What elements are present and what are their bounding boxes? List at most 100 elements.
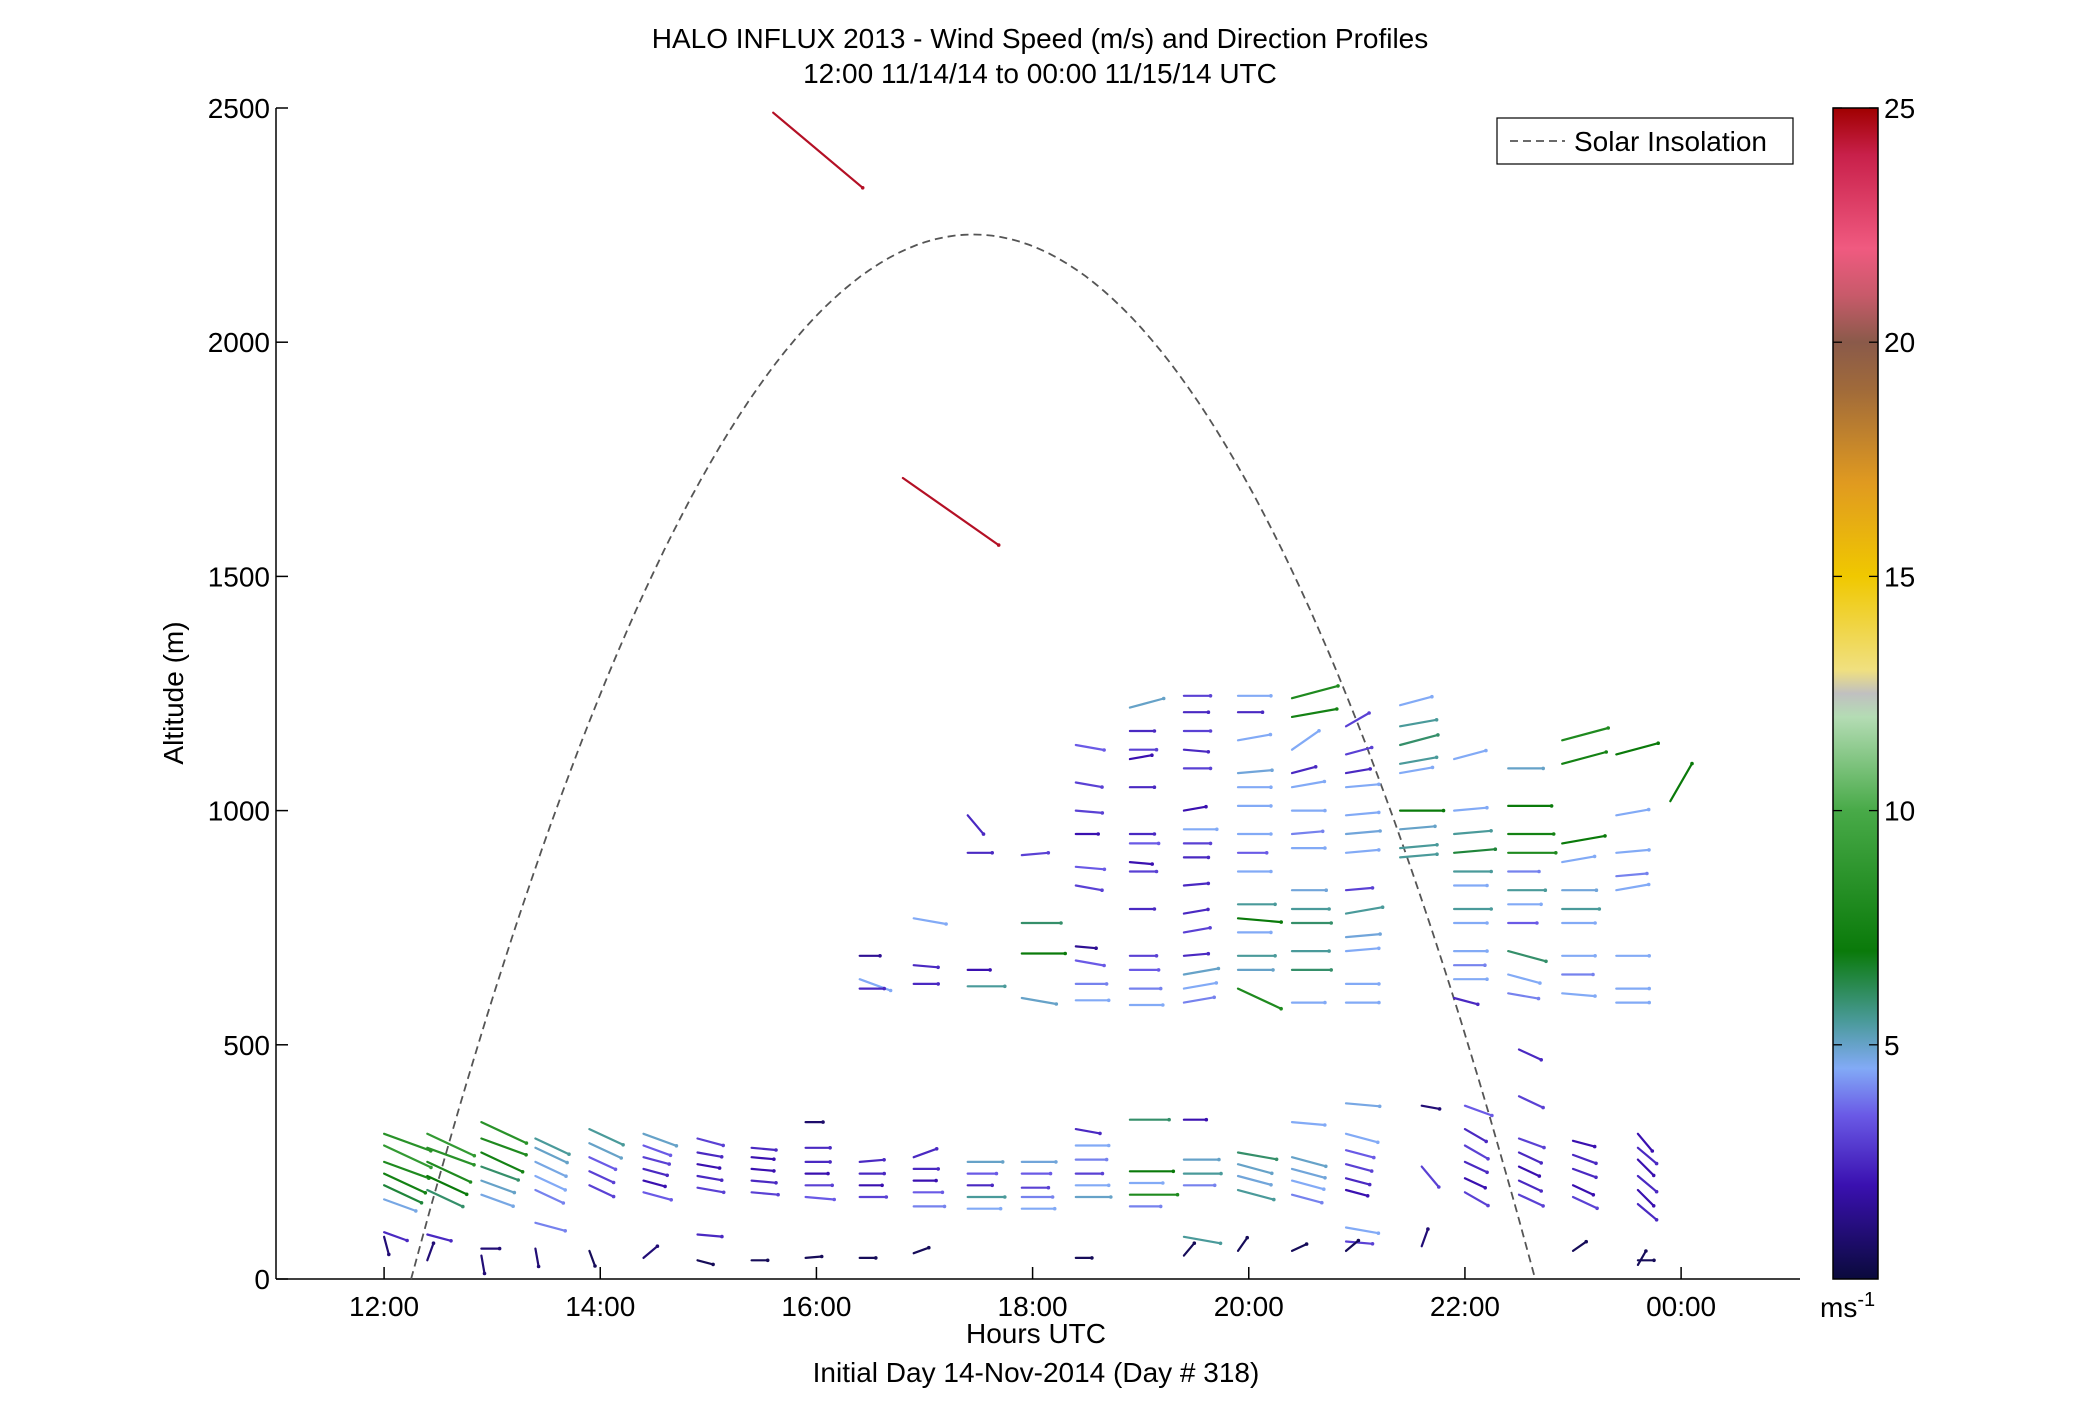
wind-vector-head [1435, 852, 1439, 856]
wind-vector-head [561, 1201, 566, 1205]
wind-vector [1507, 992, 1540, 1000]
wind-vector [1561, 992, 1597, 998]
wind-vector-head [524, 1153, 528, 1157]
wind-vector-head [1430, 765, 1435, 770]
wind-vector [901, 476, 1000, 547]
wind-vector-head [819, 1254, 824, 1259]
wind-vector-head [1216, 966, 1221, 971]
wind-vector [1517, 1179, 1543, 1193]
wind-vector-head [1433, 824, 1437, 829]
wind-vector [1344, 767, 1372, 775]
wind-vector-head [996, 543, 1001, 547]
wind-vector-head [1542, 1145, 1546, 1150]
wind-vector-head [1102, 867, 1107, 872]
wind-vector-head [1104, 1157, 1109, 1162]
wind-vector [1571, 1153, 1598, 1165]
wind-vector [696, 1233, 724, 1238]
wind-vector-head [1046, 851, 1051, 855]
wind-vector-head [419, 1201, 424, 1205]
wind-vector-head [1376, 1231, 1381, 1235]
wind-vector [426, 1242, 435, 1262]
wind-vector [1615, 808, 1650, 817]
wind-vector-head [1647, 954, 1651, 958]
wind-vector [858, 1158, 886, 1164]
wind-vector-head [1260, 710, 1265, 714]
wind-vector-head [981, 832, 986, 836]
wind-vector-head [1369, 1169, 1374, 1173]
wind-vector-head [1003, 1195, 1007, 1199]
wind-vector [1452, 848, 1497, 854]
wind-vector-head [1490, 1113, 1494, 1118]
wind-vector [426, 1233, 453, 1242]
wind-vector [1344, 932, 1382, 939]
wind-vector [1290, 1120, 1326, 1127]
wind-vector-head [1273, 954, 1277, 958]
wind-vector [1517, 1193, 1545, 1208]
wind-vector-head [1270, 768, 1274, 772]
wind-vector [1398, 853, 1439, 859]
wind-vector-head [720, 1234, 724, 1239]
wind-vector [1182, 748, 1210, 753]
wind-vector-head [564, 1174, 568, 1178]
wind-vector-head [765, 1258, 770, 1263]
wind-vector-head [1434, 718, 1439, 722]
wind-vector-head [668, 1153, 673, 1158]
wind-vector-head [772, 1169, 776, 1173]
wind-vector [1463, 1191, 1490, 1207]
wind-vector [696, 1137, 725, 1147]
wind-vector-head [497, 1246, 502, 1251]
wind-vector [1398, 843, 1439, 850]
wind-vector-head [1426, 1227, 1430, 1231]
wind-vector-head [1212, 995, 1216, 1000]
wind-vector-head [1208, 729, 1213, 733]
wind-vector-head [1273, 902, 1277, 907]
wind-vector-head [1493, 847, 1498, 851]
wind-vector-head [1437, 1185, 1441, 1189]
wind-vector-head [1378, 932, 1382, 936]
wind-vector-head [828, 1160, 832, 1164]
wind-vector-head [990, 851, 994, 855]
wind-vector [426, 1160, 472, 1184]
wind-vector-head [1368, 767, 1372, 771]
wind-vector [1020, 851, 1050, 857]
wind-vector [588, 1170, 615, 1184]
wind-vector-head [1158, 986, 1163, 991]
wind-vector [642, 1156, 671, 1166]
wind-vector-head [1098, 1131, 1102, 1136]
wind-vector [1074, 1127, 1102, 1135]
wind-vector [534, 1160, 568, 1178]
wind-vector [1561, 726, 1610, 742]
wind-vector-head [1323, 1123, 1327, 1127]
wind-vector-head [1647, 1000, 1651, 1005]
wind-vector-head [511, 1204, 515, 1208]
wind-vector [750, 1146, 778, 1152]
wind-vector-head [1437, 1107, 1442, 1111]
wind-vector [912, 917, 948, 926]
wind-vector-head [1485, 977, 1489, 981]
x-tick-label: 22:00 [1430, 1291, 1500, 1322]
wind-vector [1561, 834, 1607, 845]
wind-vector-head [1489, 869, 1493, 874]
wind-vector-head [944, 922, 948, 926]
wind-vector [383, 1231, 409, 1242]
wind-vector [1420, 1227, 1430, 1248]
wind-vector-head [1100, 811, 1105, 815]
wind-vector-head [934, 1147, 939, 1151]
wind-vector-head [1536, 996, 1541, 1001]
wind-vector [383, 1235, 390, 1256]
wind-vector-head [1003, 984, 1007, 989]
wind-vector [750, 1179, 778, 1184]
wind-vector [1636, 1174, 1658, 1193]
wind-vector [1290, 707, 1338, 719]
legend-box [1496, 117, 1794, 165]
wind-vector [1636, 1132, 1654, 1153]
wind-vector-head [1365, 1194, 1370, 1198]
wind-vector-head [1436, 733, 1440, 737]
wind-vector-head [1102, 748, 1106, 752]
wind-vector-head [1156, 841, 1161, 846]
wind-vector-head [1094, 946, 1098, 950]
wind-vector-head [1324, 888, 1328, 892]
wind-vector-head [1335, 707, 1339, 711]
wind-vector-head [1048, 1171, 1053, 1176]
wind-vector-head [468, 1180, 473, 1184]
